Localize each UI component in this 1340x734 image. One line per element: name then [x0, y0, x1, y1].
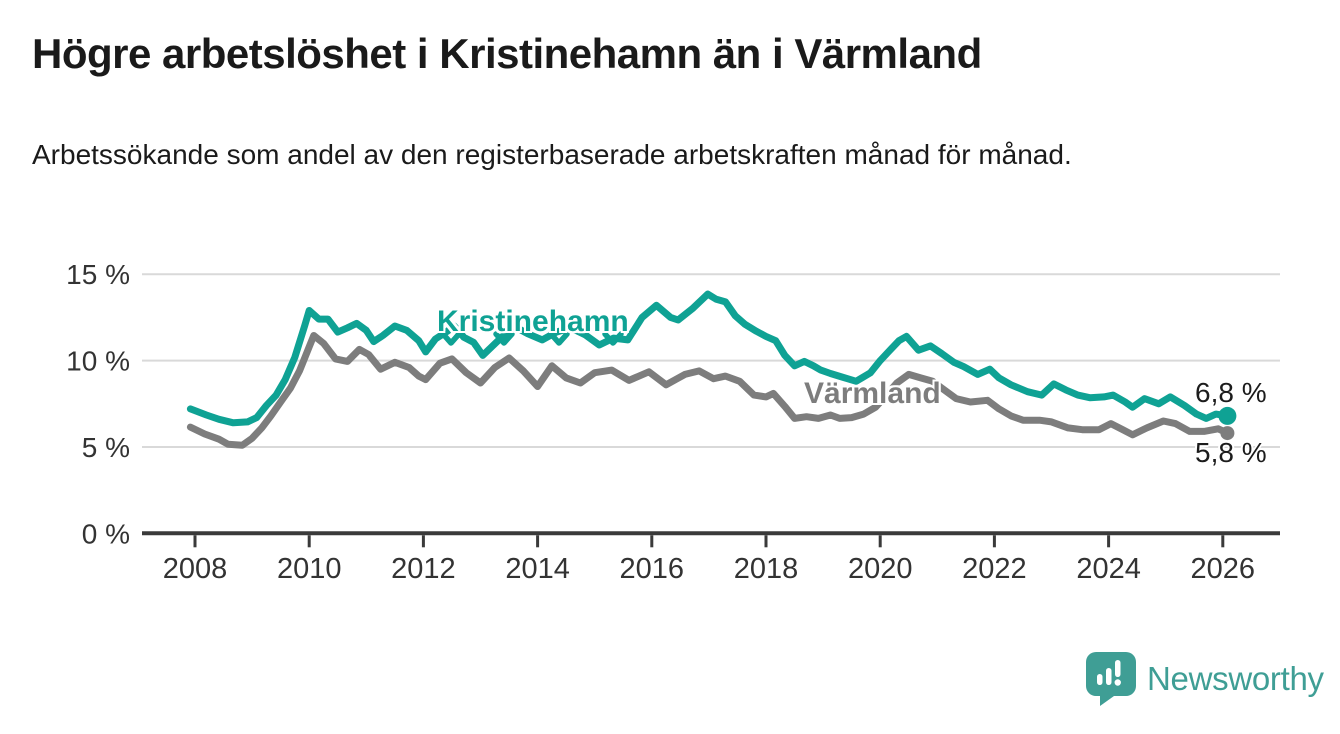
x-tick-label: 2016: [620, 553, 685, 585]
end-value-label-varmland: 5,8 %: [1195, 437, 1267, 468]
x-tick-label: 2014: [505, 553, 570, 585]
y-tick-label: 15 %: [66, 259, 130, 290]
chart-title: Högre arbetslöshet i Kristinehamn än i V…: [32, 30, 982, 77]
newsworthy-logo-icon: [1086, 652, 1136, 706]
series-label-kristinehamn: Kristinehamn: [437, 305, 629, 338]
x-tick-label: 2012: [391, 553, 456, 585]
newsworthy-logo-text: Newsworthy: [1147, 660, 1324, 697]
y-tick-label: 0 %: [82, 518, 130, 549]
x-tick-label: 2026: [1191, 553, 1256, 585]
end-value-label-kristinehamn: 6,8 %: [1195, 377, 1267, 408]
newsworthy-logo[interactable]: Newsworthy: [1086, 652, 1324, 706]
kristinehamn-underline-chevrons-icon: [442, 331, 624, 346]
series-end-dot-kristinehamn: [1218, 406, 1237, 425]
y-tick-label: 10 %: [66, 346, 130, 377]
x-tick-label: 2008: [163, 553, 228, 585]
x-tick-label: 2020: [848, 553, 913, 585]
x-tick-label: 2022: [962, 553, 1027, 585]
series-end-dot-varmland: [1220, 426, 1235, 441]
series-line-varmland: [186, 332, 1231, 449]
y-tick-label: 5 %: [82, 432, 130, 463]
series-line-kristinehamn: [186, 290, 1231, 427]
x-tick-label: 2024: [1076, 553, 1141, 585]
x-tick-label: 2010: [277, 553, 342, 585]
x-tick-label: 2018: [734, 553, 799, 585]
chart-subtitle: Arbetssökande som andel av den registerb…: [32, 139, 1072, 170]
series-label-varmland: Värmland: [804, 377, 941, 410]
